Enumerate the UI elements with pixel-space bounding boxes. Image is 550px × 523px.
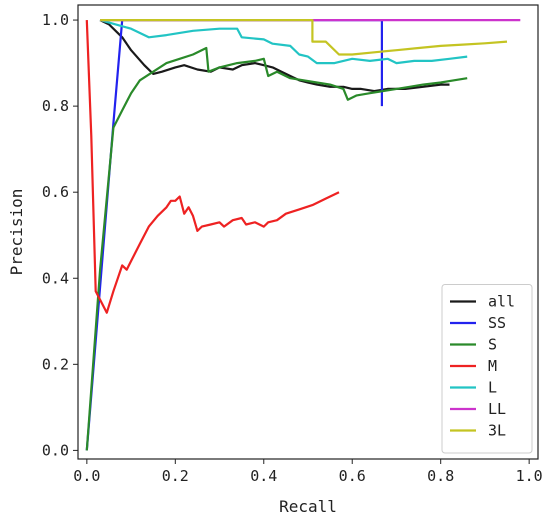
y-tick-label: 0.4 [42,269,69,287]
x-tick-label: 0.4 [250,467,277,485]
legend-label-all: all [488,293,515,311]
x-tick-label: 0.0 [73,467,100,485]
x-tick-label: 0.6 [339,467,366,485]
x-tick-label: 0.2 [162,467,189,485]
y-tick-label: 0.6 [42,183,69,201]
y-tick-label: 1.0 [42,11,69,29]
y-tick-label: 0.0 [42,441,69,459]
legend-label-ll: LL [488,400,506,418]
x-tick-label: 1.0 [516,467,543,485]
legend-label-3l: 3L [488,422,506,440]
series-line-m [85,20,340,314]
y-tick-label: 0.8 [42,97,69,115]
y-tick-label: 0.2 [42,355,69,373]
series-line-ss [85,19,383,451]
legend-label-m: M [488,357,497,375]
legend-box [441,284,533,454]
series-line-s [85,46,468,451]
x-axis-label: Recall [279,497,337,516]
legend-label-l: L [488,379,497,397]
plot-frame [77,4,539,460]
series-line-all [99,19,450,93]
legend-label-ss: SS [488,314,506,332]
series-layer [85,19,521,451]
ticks-layer: 0.0 0.2 0.4 0.6 0.8 1.0 0.0 0.2 0.4 0.6 0.8 1.0 [42,11,543,485]
series-line-l [99,19,468,65]
x-tick-label: 0.8 [427,467,454,485]
series-line-3l [100,19,508,56]
legend-label-s: S [488,336,497,354]
y-axis-label: Precision [7,189,26,276]
